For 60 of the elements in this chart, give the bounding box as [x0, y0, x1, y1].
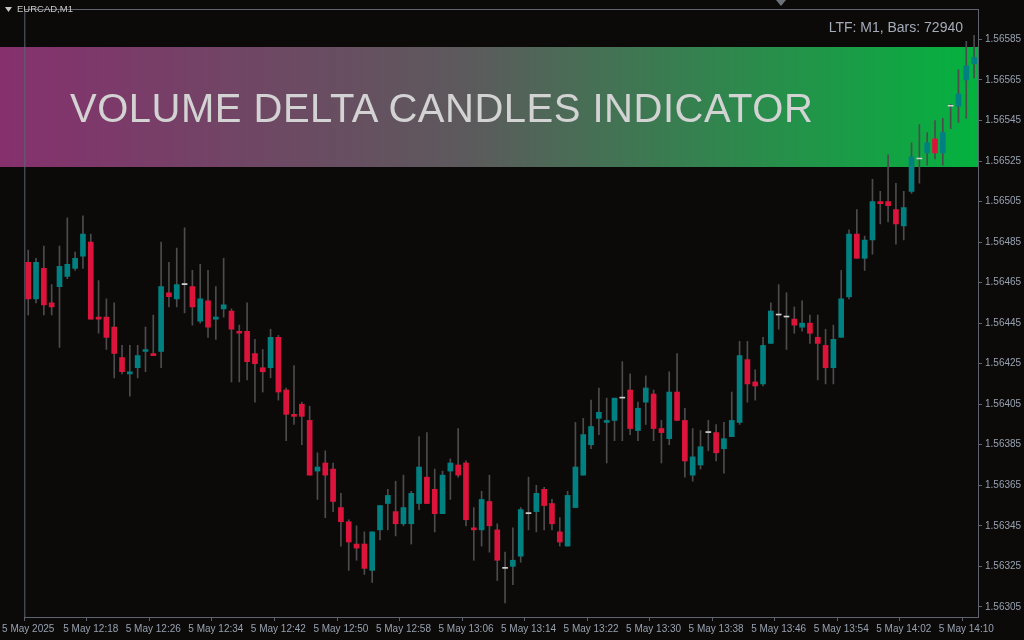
y-tick-label: 1.56545	[985, 114, 1022, 126]
y-tick-label: 1.56505	[985, 195, 1022, 207]
y-tick-label: 1.56405	[985, 397, 1022, 409]
y-tick-label: 1.56385	[985, 438, 1022, 450]
y-tick-label: 1.56365	[985, 479, 1022, 491]
candlestick	[814, 314, 821, 381]
candlestick	[971, 35, 977, 79]
y-tick-label: 1.56585	[985, 33, 1022, 45]
candlestick	[510, 527, 516, 585]
annotation: LTF: M1, Bars: 72940	[828, 19, 963, 36]
y-tick-label: 1.56525	[985, 154, 1022, 166]
x-tick-label: 5 May 12:18	[63, 622, 119, 634]
x-tick-label: 5 May 12:42	[250, 622, 307, 634]
x-tick-label: 5 May 13:38	[688, 622, 745, 634]
y-tick-label: 1.56325	[985, 560, 1022, 572]
x-tick-label: 5 May 12:26	[125, 622, 182, 634]
candlestick	[236, 324, 243, 383]
candlestick	[259, 349, 266, 393]
candlestick	[470, 507, 477, 561]
candlestick	[322, 450, 329, 519]
candlestick	[877, 191, 884, 225]
x-tick-label: 5 May 14:02	[876, 622, 932, 634]
x-tick-label: 5 May 13:06	[438, 622, 494, 634]
candlestick	[291, 365, 297, 425]
candlestick	[963, 41, 970, 119]
x-tick-label: 5 May 12:58	[375, 622, 432, 634]
y-tick-label: 1.56425	[985, 357, 1022, 369]
x-tick-label: 5 May 13:30	[626, 622, 682, 634]
candlestick	[596, 387, 602, 435]
candlestick	[603, 397, 610, 464]
y-tick-label: 1.56445	[985, 316, 1022, 328]
x-tick-label: 5 May 12:34	[188, 622, 244, 634]
candlestick	[166, 262, 172, 308]
x-tick-label: 5 May 13:46	[751, 622, 807, 634]
x-tick-label: 5 May 2025	[2, 622, 55, 634]
y-tick-label: 1.56465	[985, 276, 1022, 288]
text: VOLUME DELTA CANDLES INDICATOR	[70, 86, 814, 130]
annotation: EURCAD,M1	[17, 3, 73, 15]
candlestick	[705, 420, 712, 452]
y-tick-label: 1.56345	[985, 519, 1022, 531]
x-tick-label: 5 May 13:54	[813, 622, 870, 634]
candlestick	[502, 551, 508, 604]
candlestick	[384, 488, 391, 531]
x-tick-label: 5 May 13:22	[563, 622, 619, 634]
y-tick-label: 1.56305	[985, 600, 1022, 612]
candlestick	[127, 345, 133, 397]
candlestick	[64, 217, 71, 279]
candlestick	[791, 306, 798, 334]
candlestick	[893, 182, 899, 245]
candlestick	[799, 300, 805, 332]
candlestick	[252, 339, 258, 403]
candlestick	[150, 314, 157, 356]
x-tick-label: 5 May 14:10	[938, 622, 995, 634]
candlestick	[885, 154, 891, 223]
y-tick-label: 1.56485	[985, 235, 1022, 247]
candlestick	[721, 422, 727, 474]
x-tick-label: 5 May 13:14	[501, 622, 557, 634]
x-tick-label: 5 May 12:50	[313, 622, 369, 634]
y-tick-label: 1.56565	[985, 73, 1022, 85]
candlestick	[455, 428, 461, 478]
